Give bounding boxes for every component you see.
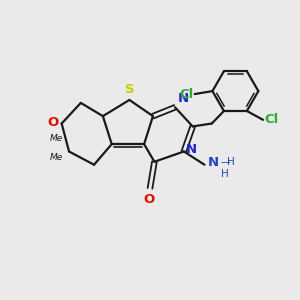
- Text: H: H: [226, 158, 234, 167]
- Text: —: —: [221, 157, 230, 167]
- Text: N: N: [186, 143, 197, 157]
- Text: O: O: [143, 193, 154, 206]
- Text: H: H: [221, 169, 228, 178]
- Text: Cl: Cl: [265, 113, 279, 126]
- Text: Me: Me: [50, 134, 63, 142]
- Text: N: N: [177, 92, 188, 105]
- Text: N: N: [207, 156, 218, 169]
- Text: Me: Me: [50, 153, 63, 162]
- Text: Cl: Cl: [179, 88, 193, 100]
- Text: O: O: [47, 116, 58, 128]
- Text: S: S: [124, 83, 134, 96]
